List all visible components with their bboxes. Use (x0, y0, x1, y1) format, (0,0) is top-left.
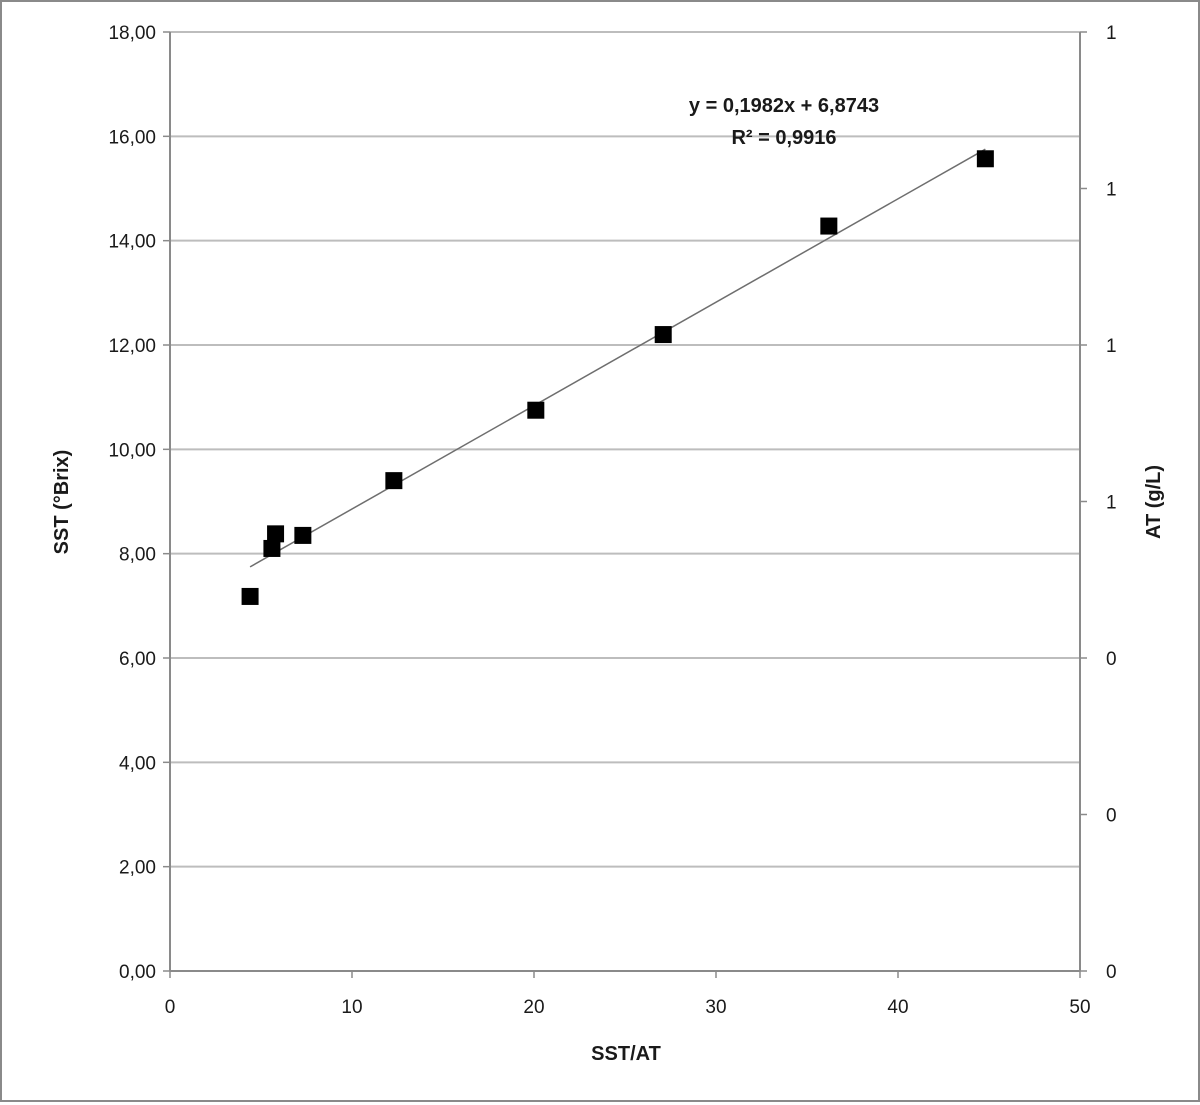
trendline-r-squared: R² = 0,9916 (731, 127, 836, 149)
y-tick-label: 18,00 (108, 23, 156, 44)
x-axis-title: SST/AT (591, 1043, 661, 1065)
gridlines (170, 31, 1080, 868)
data-point (976, 150, 994, 168)
y2-tick-label: 0 (1106, 962, 1117, 983)
y-tick-label: 14,00 (108, 232, 156, 253)
y-tick-label: 6,00 (119, 649, 156, 670)
data-points (241, 150, 994, 605)
y2-tick-label: 1 (1106, 180, 1117, 201)
y-tick-label: 4,00 (119, 753, 156, 774)
y2-tick-label: 1 (1106, 336, 1117, 357)
axes (163, 31, 1087, 978)
data-point (263, 539, 281, 557)
secondary-y-axis-title: AT (g/L) (1143, 465, 1165, 539)
y2-tick-label: 0 (1106, 806, 1117, 827)
y-tick-label: 0,00 (119, 962, 156, 983)
trendline-group (249, 148, 986, 568)
data-point (294, 526, 312, 544)
y-tick-label: 2,00 (119, 858, 156, 879)
y2-tick-label: 1 (1106, 23, 1117, 44)
trendline-equation: y = 0,1982x + 6,8743 (689, 95, 879, 117)
data-point (820, 217, 838, 235)
data-point (267, 525, 285, 543)
data-point (654, 326, 672, 344)
trendline (249, 148, 986, 568)
y-tick-label: 10,00 (108, 440, 156, 461)
x-tick-label: 30 (705, 997, 726, 1018)
x-tick-label: 20 (523, 997, 544, 1018)
y-axis-tick-labels: 0,00 2,00 4,00 6,00 8,00 10,00 12,00 14,00 16,00… (108, 23, 156, 983)
data-point (527, 401, 545, 419)
x-tick-label: 10 (341, 997, 362, 1018)
x-tick-label: 40 (887, 997, 908, 1018)
data-point (241, 587, 259, 605)
x-axis-tick-labels: 0 10 20 30 40 50 (165, 997, 1091, 1018)
y-tick-label: 16,00 (108, 127, 156, 148)
y-axis-title: SST (°Brix) (51, 450, 73, 555)
x-tick-label: 50 (1069, 997, 1090, 1018)
data-point (385, 472, 403, 490)
x-tick-label: 0 (165, 997, 176, 1018)
y-tick-label: 12,00 (108, 336, 156, 357)
y2-tick-label: 0 (1106, 649, 1117, 670)
y2-tick-label: 1 (1106, 493, 1117, 514)
y-tick-label: 8,00 (119, 545, 156, 566)
secondary-y-axis-tick-labels: 0 0 0 1 1 1 1 (1106, 23, 1117, 983)
